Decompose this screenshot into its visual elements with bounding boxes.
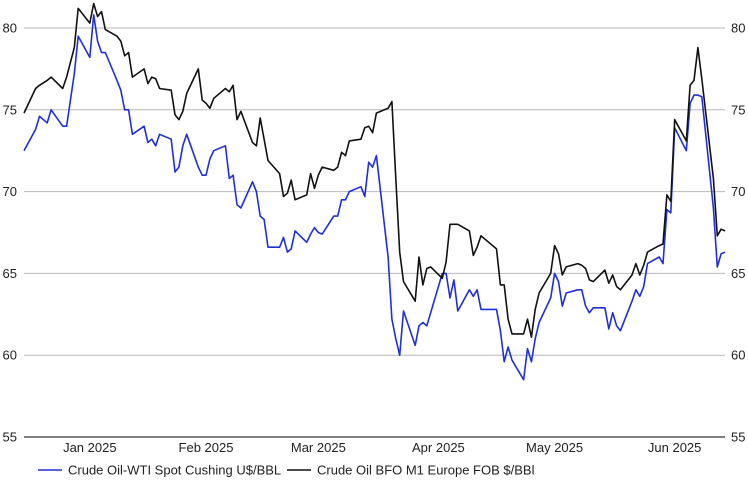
horizontal-gridlines — [24, 27, 725, 356]
x-tick-label: Jan 2025 — [63, 440, 117, 455]
series-line-1 — [23, 14, 726, 381]
x-axis: Jan 2025 Feb 2025 Mar 2025 Apr 2025 May 2025… — [63, 440, 701, 455]
y-tick-label-left: 65 — [3, 266, 17, 281]
y-tick-label-right: 80 — [731, 21, 745, 36]
legend-item-2: Crude Oil BFO M1 Europe FOB $/BBl — [287, 463, 535, 478]
x-tick-label: Feb 2025 — [179, 440, 234, 455]
y-tick-label-right: 75 — [731, 102, 745, 117]
y-axis-right: 55 60 65 70 75 80 — [731, 21, 745, 445]
y-tick-label-right: 65 — [731, 266, 745, 281]
legend-label: Crude Oil-WTI Spot Cushing U$/BBL — [68, 463, 281, 478]
x-tick-label: Mar 2025 — [291, 440, 346, 455]
y-tick-label-left: 75 — [3, 102, 17, 117]
x-tick-label: May 2025 — [526, 440, 583, 455]
legend-label: Crude Oil BFO M1 Europe FOB $/BBl — [317, 463, 535, 478]
legend-item-1: Crude Oil-WTI Spot Cushing U$/BBL — [38, 463, 281, 478]
series-lines — [23, 2, 726, 381]
y-tick-label-left: 55 — [3, 430, 17, 445]
y-tick-label-right: 55 — [731, 430, 745, 445]
y-tick-label-left: 80 — [3, 21, 17, 36]
y-tick-label-left: 70 — [3, 184, 17, 199]
x-tick-label: Apr 2025 — [412, 440, 465, 455]
legend: Crude Oil-WTI Spot Cushing U$/BBL Crude O… — [38, 463, 535, 478]
y-tick-label-right: 70 — [731, 184, 745, 199]
y-tick-label-right: 60 — [731, 348, 745, 363]
series-line-2 — [23, 2, 726, 339]
x-tick-label: Jun 2025 — [648, 440, 702, 455]
y-axis-left: 55 60 65 70 75 80 — [3, 21, 17, 445]
y-tick-label-left: 60 — [3, 348, 17, 363]
